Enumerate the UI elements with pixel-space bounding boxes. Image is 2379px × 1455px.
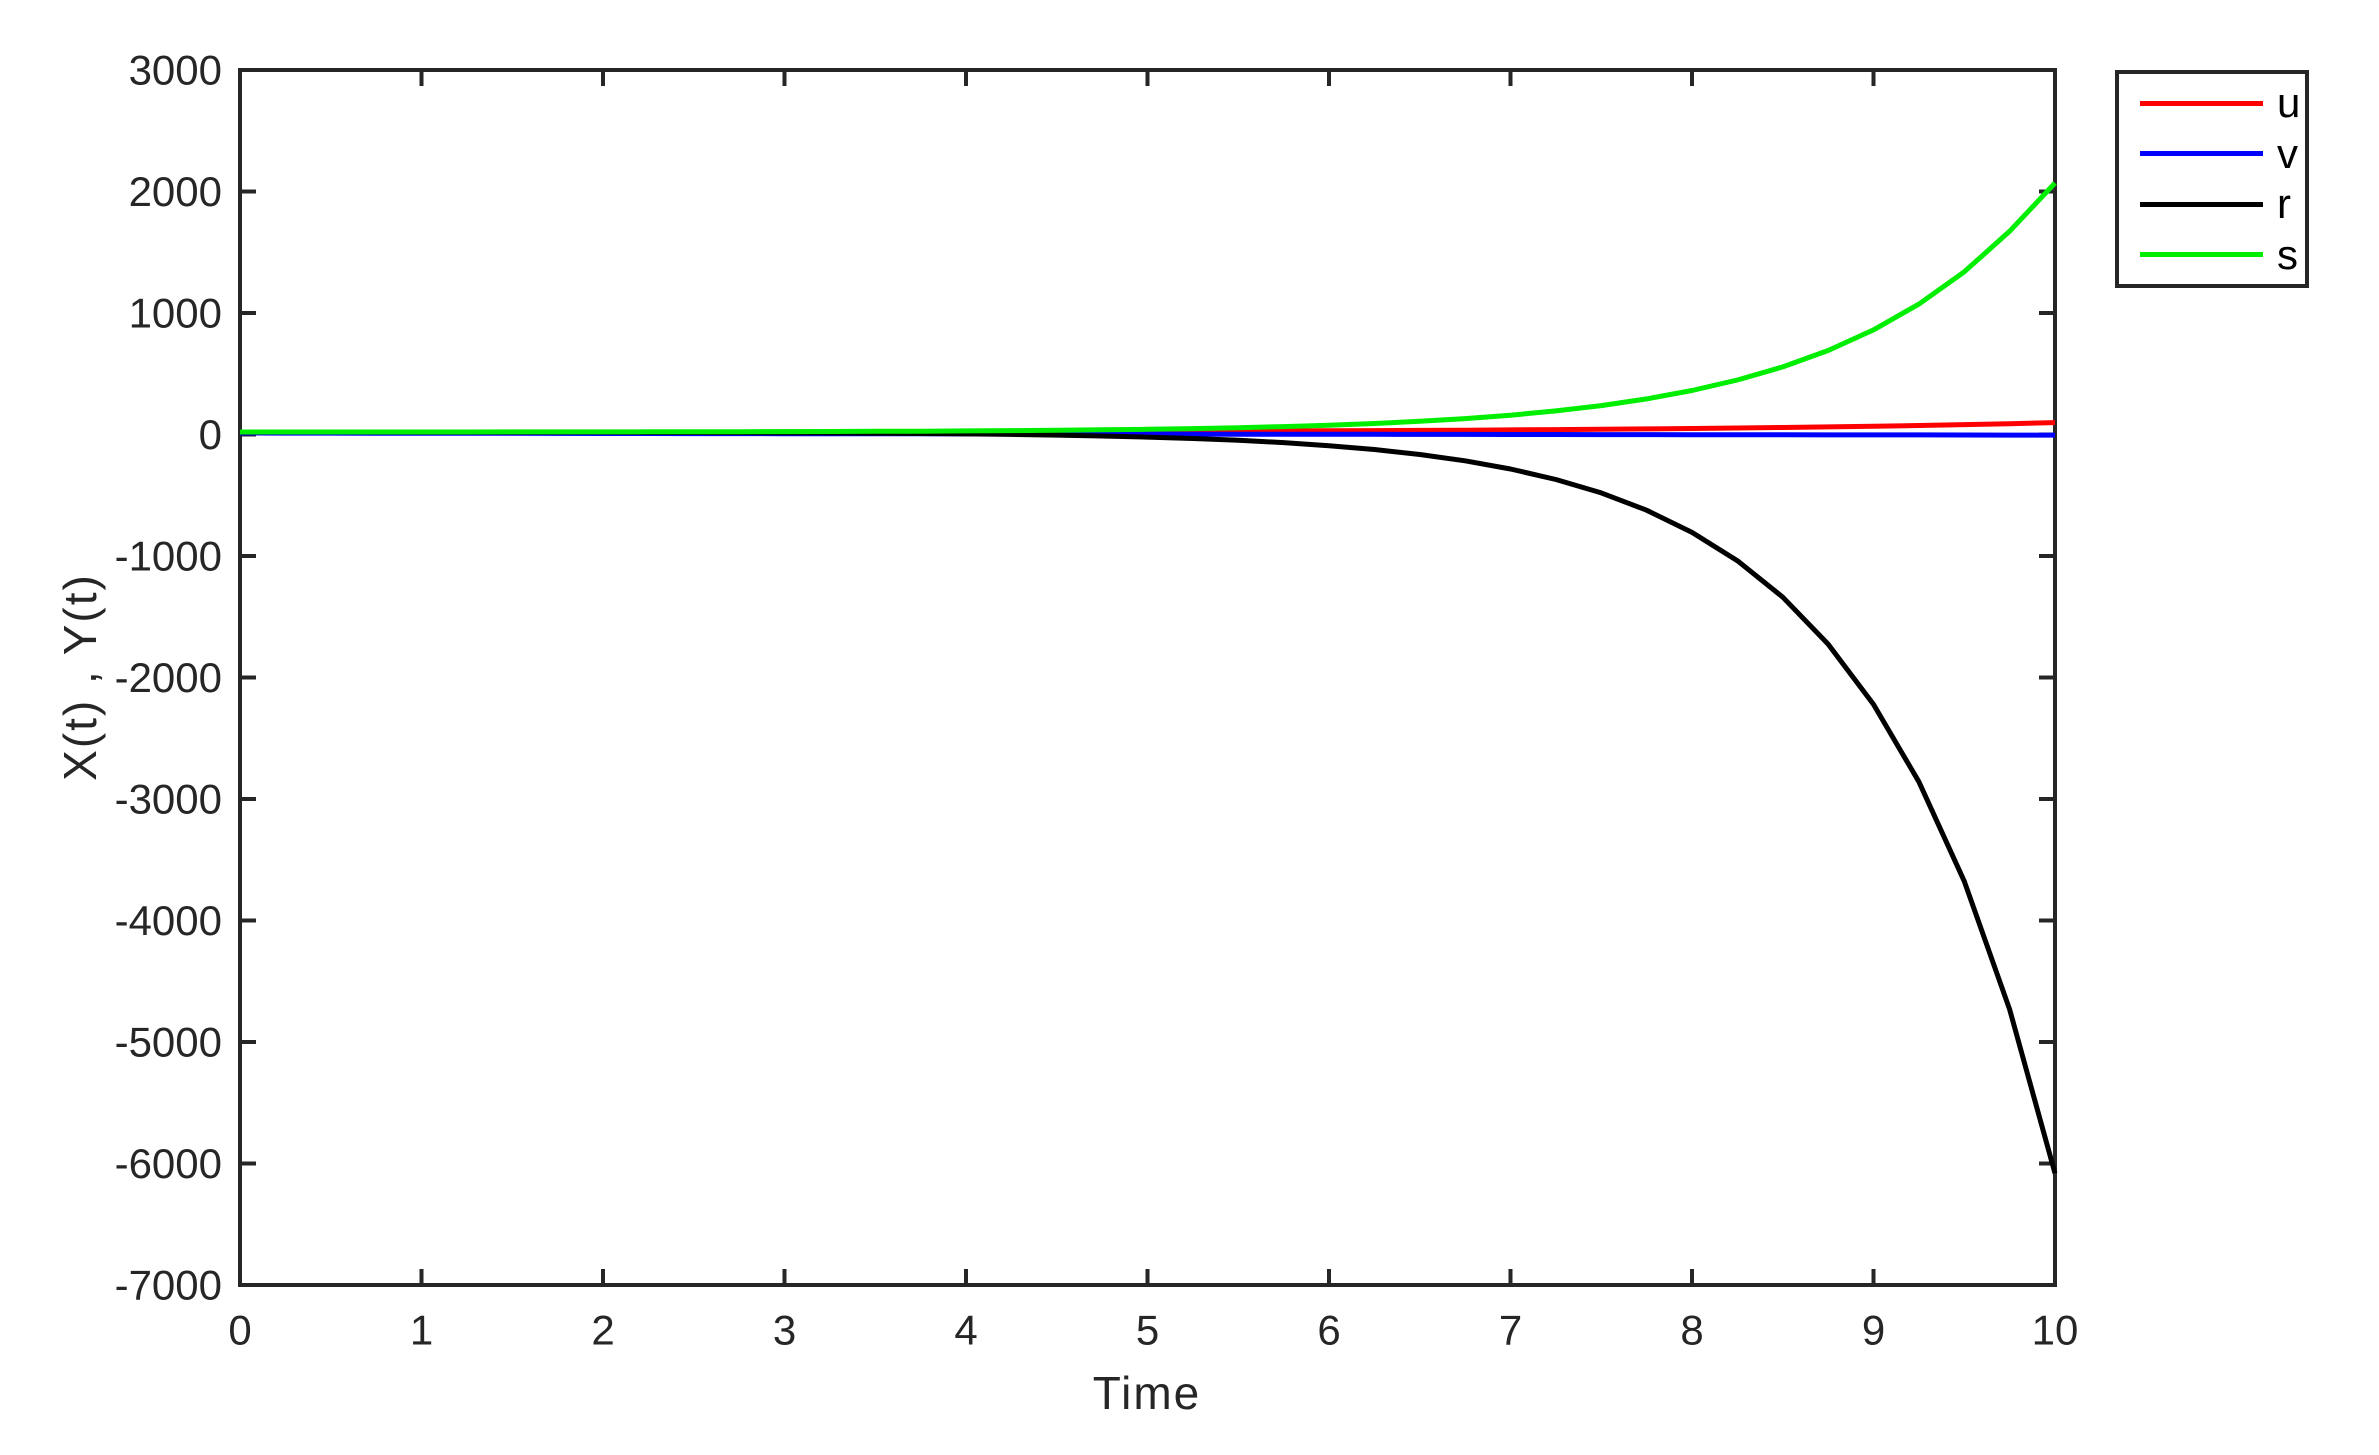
y-tick-label: -3000 [115,776,222,823]
x-tick-label: 2 [591,1307,614,1354]
legend-line-u [2140,100,2263,106]
x-tick-label: 5 [1136,1307,1159,1354]
y-tick-label: 1000 [129,290,222,337]
legend-item-u: u [2119,82,2305,124]
x-tick-label: 10 [2032,1307,2079,1354]
legend-item-s: s [2119,230,2305,278]
y-tick-label: -2000 [115,654,222,701]
legend-label-s: s [2277,230,2298,278]
legend-item-v: v [2119,129,2305,177]
legend-line-v [2140,151,2263,157]
y-tick-label: -7000 [115,1262,222,1309]
y-tick-label: 3000 [129,47,222,94]
y-axis-label: X(t) , Y(t) [54,573,106,781]
x-tick-label: 7 [1499,1307,1522,1354]
plot-box [238,68,2057,1287]
y-tick-label: -4000 [115,897,222,944]
x-tick-label: 9 [1862,1307,1885,1354]
x-axis-label: Time [1092,1367,1202,1419]
x-tick-label: 8 [1680,1307,1703,1354]
x-tick-label: 6 [1317,1307,1340,1354]
series-line-r [240,429,2058,1174]
legend-line-r [2140,201,2263,207]
legend-line-s [2140,252,2263,258]
y-tick-label: 2000 [129,168,222,215]
series-line-s [240,181,2057,435]
x-tick-label: 4 [954,1307,977,1354]
x-tick-label: 0 [228,1307,251,1354]
y-tick-label: 0 [199,411,222,458]
legend-label-v: v [2277,129,2298,177]
x-tick-label: 3 [773,1307,796,1354]
legend-label-r: r [2277,180,2291,228]
x-tick-label: 1 [410,1307,433,1354]
legend-item-r: r [2119,183,2305,225]
y-tick-label: -6000 [115,1140,222,1187]
y-tick-label: -1000 [115,533,222,580]
y-tick-label: -5000 [115,1019,222,1066]
legend-label-u: u [2277,79,2301,127]
